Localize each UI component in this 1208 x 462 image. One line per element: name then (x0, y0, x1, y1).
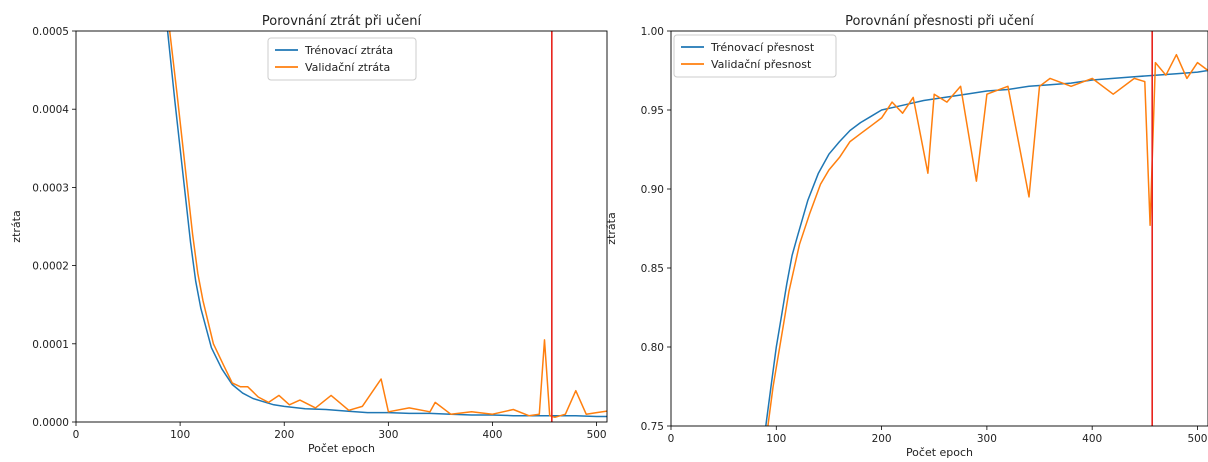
x-tick-label: 400 (482, 429, 502, 441)
y-tick-label: 0.95 (641, 105, 664, 117)
series-line-1 (765, 69, 1208, 426)
plot-frame (75, 30, 608, 423)
y-tick-label: 0.0002 (32, 261, 69, 273)
y-tick-label: 0.0003 (32, 182, 69, 194)
y-tick-label: 0.0005 (32, 26, 69, 38)
x-tick-label: 200 (274, 429, 294, 441)
x-tick-label: 300 (977, 433, 997, 445)
chart-title: Porovnání ztrát při učení (262, 14, 422, 29)
legend-label-1: Trénovací přesnost (710, 41, 815, 54)
x-tick-label: 500 (1187, 433, 1207, 445)
x-tick-label: 200 (872, 433, 892, 445)
y-axis-label: ztráta (10, 210, 23, 242)
x-tick-label: 0 (73, 429, 80, 441)
plot-frame (670, 30, 1208, 427)
legend-label-2: Validační přesnost (711, 58, 812, 71)
x-tick-label: 100 (766, 433, 786, 445)
x-axis-label: Počet epoch (308, 442, 375, 455)
x-tick-label: 500 (587, 429, 607, 441)
legend: Trénovací přesnost Validační přesnost (673, 34, 837, 78)
legend-box (673, 34, 837, 78)
legend: Trénovací ztráta Validační ztráta (267, 37, 417, 81)
legend-label-1: Trénovací ztráta (304, 44, 393, 57)
y-tick-label: 0.0000 (32, 417, 69, 429)
series-line-2 (168, 31, 607, 419)
x-tick-label: 0 (668, 433, 675, 445)
legend-label-2: Validační ztráta (305, 61, 390, 74)
y-tick-label: 0.75 (641, 421, 664, 433)
x-tick-label: 100 (170, 429, 190, 441)
y-axis-label: ztráta (605, 212, 618, 244)
x-axis-label: Počet epoch (906, 446, 973, 459)
chart-1: Porovnání ztrát při učení 0 100 200 300 400 50… (10, 14, 608, 455)
y-tick-label: 0.0004 (32, 104, 69, 116)
y-tick-label: 0.85 (641, 263, 664, 275)
y-tick-label: 0.90 (641, 184, 664, 196)
chart-2: Porovnání přesnosti při učení 0 100 200 300 4… (605, 14, 1208, 459)
chart-title: Porovnání přesnosti při učení (845, 14, 1034, 29)
y-tick-label: 1.00 (641, 26, 664, 38)
x-tick-label: 300 (378, 429, 398, 441)
series-line-1 (166, 31, 607, 418)
series-line-2 (767, 53, 1208, 426)
x-tick-label: 400 (1082, 433, 1102, 445)
y-tick-label: 0.80 (641, 342, 664, 354)
legend-box (267, 37, 417, 81)
y-tick-label: 0.0001 (32, 339, 69, 351)
